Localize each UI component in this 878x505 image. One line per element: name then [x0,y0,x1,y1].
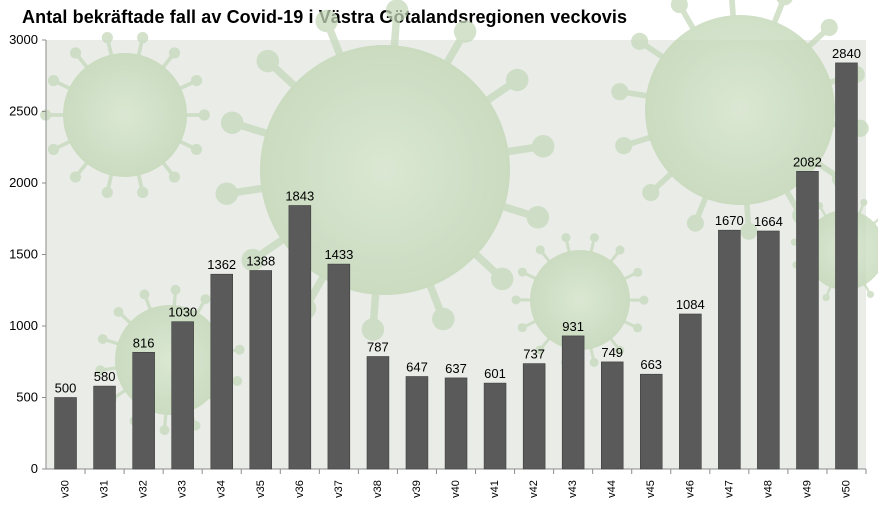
bar-v50 [835,62,858,470]
data-label-v37: 1433 [324,247,353,262]
x-tick-label-v35: v35 [255,480,267,498]
coronavirus-background-image [40,0,878,436]
virus-shape [511,233,649,367]
y-tick-label: 0 [31,461,38,476]
data-label-v30: 500 [55,381,77,396]
virus-shape [215,0,555,341]
bar-v36 [288,205,312,470]
data-label-v49: 2082 [793,154,822,169]
x-tick-label-v43: v43 [567,480,579,498]
bar-v33 [171,321,194,470]
y-tick-label: 1500 [9,247,38,262]
bar-v46 [679,313,702,470]
x-tick-label-v40: v40 [450,480,462,498]
bar-v31 [93,385,116,470]
data-label-v32: 816 [133,335,155,350]
bar-v38 [366,356,390,470]
bar-v43 [561,335,585,470]
x-tick-label-v47: v47 [723,480,735,498]
x-tick-label-v46: v46 [684,480,696,498]
x-tick-label-v50: v50 [841,480,853,498]
x-tick-label-v31: v31 [99,480,111,498]
bar-v37 [327,263,351,470]
x-tick-label-v45: v45 [645,480,657,498]
data-labels: 500 580 816 1030 1362 1388 1843 1433 787 647 637 60… [55,46,861,396]
x-tick-label-v49: v49 [801,480,813,498]
x-tick-label-v37: v37 [333,480,345,498]
virus-shape [40,32,210,198]
data-label-v39: 647 [406,360,428,375]
data-label-v40: 637 [445,361,467,376]
x-tick-label-v36: v36 [294,480,306,498]
data-label-v33: 1030 [168,305,197,320]
x-tick-label-v44: v44 [606,480,618,498]
data-label-v47: 1670 [715,213,744,228]
data-label-v45: 663 [640,357,662,372]
bar-v42 [522,363,546,470]
y-tick-label: 500 [16,390,38,405]
x-tick-label-v39: v39 [411,480,423,498]
x-tick-label-v42: v42 [528,480,540,498]
bar-v49 [796,171,819,470]
bar-v48 [757,230,780,470]
bar-v44 [600,361,624,470]
y-tick-label: 2500 [9,104,38,119]
bar-v32 [132,351,155,470]
y-axis-ticks: 0 500 1000 1500 2000 2500 3000 [9,32,46,476]
data-label-v44: 749 [601,345,623,360]
x-tick-label-v30: v30 [60,480,72,498]
bar-v30 [54,397,77,470]
bar-v41 [483,382,507,470]
bars [54,62,858,470]
x-tick-label-v41: v41 [489,480,501,498]
y-tick-label: 3000 [9,32,38,47]
data-label-v42: 737 [523,347,545,362]
bar-v45 [639,373,663,470]
x-tick-label-v48: v48 [762,480,774,498]
y-tick-label: 1000 [9,318,38,333]
data-label-v31: 580 [94,369,116,384]
x-tick-label-v34: v34 [216,480,228,498]
data-label-v48: 1664 [754,214,783,229]
data-label-v38: 787 [367,340,389,355]
bar-v34 [210,273,234,470]
bar-v47 [718,229,741,470]
bar-v39 [405,376,429,470]
x-axis-ticks: v30 v31 v32 v33 v34 v35 v36 v37 v38 v39 v40 v41 v42 v… [60,469,867,498]
y-tick-label: 2000 [9,175,38,190]
data-label-v46: 1084 [676,297,705,312]
x-tick-label-v38: v38 [372,480,384,498]
data-label-v50: 2840 [832,46,861,61]
x-tick-label-v33: v33 [177,480,189,498]
data-label-v35: 1388 [246,254,275,269]
bar-v40 [444,377,468,470]
bar-v35 [249,270,273,470]
data-label-v43: 931 [562,319,584,334]
data-label-v34: 1362 [207,257,236,272]
x-tick-label-v32: v32 [138,480,150,498]
data-label-v41: 601 [484,366,506,381]
data-label-v36: 1843 [285,189,314,204]
